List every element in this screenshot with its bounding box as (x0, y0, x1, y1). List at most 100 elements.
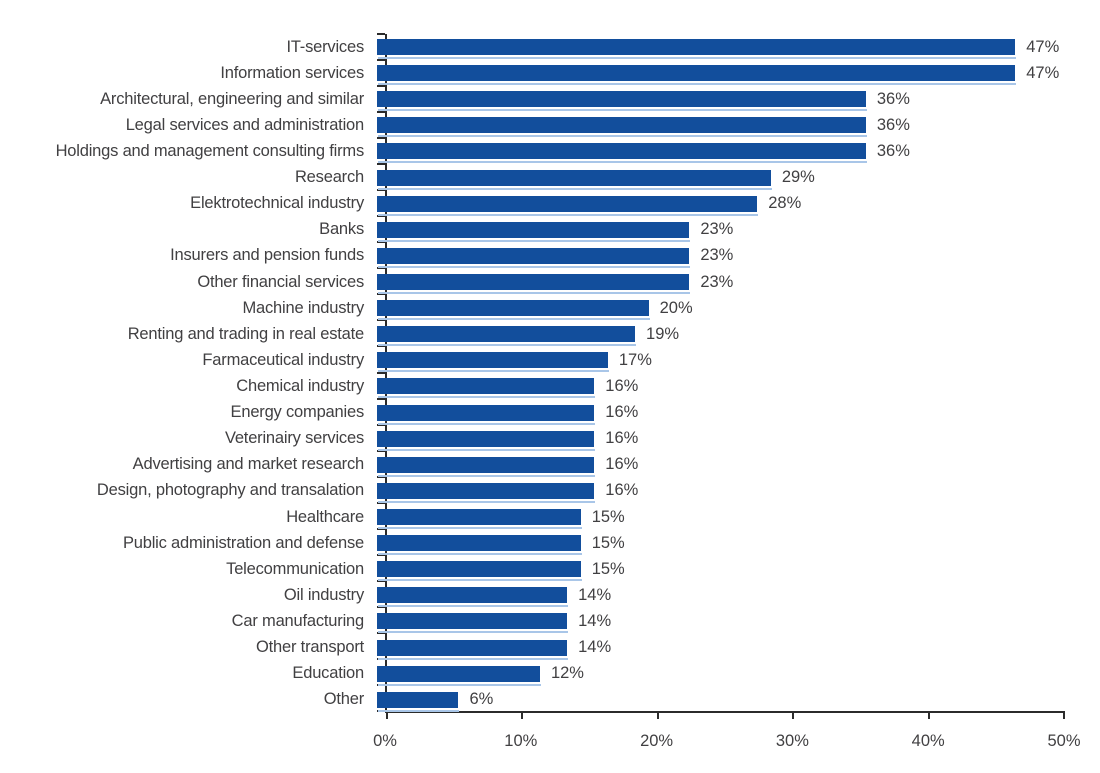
y-axis-tick (377, 241, 385, 244)
bar (377, 691, 460, 712)
bar (377, 117, 867, 138)
category-label: Education (292, 664, 364, 683)
y-axis-tick (377, 59, 385, 62)
value-label: 36% (876, 115, 910, 134)
bar-track: 47% (377, 64, 1059, 86)
x-axis-labels: 0% 10% 20% 30% 40% 50% (373, 715, 1080, 755)
category-label: Energy companies (230, 403, 365, 422)
bar-track: 47% (377, 37, 1060, 60)
bar (377, 300, 650, 321)
value-label: 47% (1026, 37, 1060, 56)
category-label: Machine industry (242, 298, 364, 317)
bar-row: IT-services 47% (0, 34, 1100, 60)
y-axis-tick (377, 215, 385, 218)
bar-track: 15% (377, 507, 1056, 530)
bar-track: 36% (377, 90, 1056, 112)
plot-axes (377, 33, 1065, 719)
value-label: 14% (578, 611, 612, 630)
bar-track: 16% (377, 455, 1056, 477)
category-label: Banks (319, 220, 364, 239)
value-label: 36% (876, 141, 910, 160)
y-axis-tick (377, 189, 385, 192)
y-axis-tick (377, 85, 385, 88)
bar (377, 404, 596, 425)
value-label: 15% (591, 559, 625, 578)
bar-track: 23% (377, 220, 1056, 242)
value-label: 12% (550, 664, 584, 683)
y-axis-tick (377, 33, 385, 35)
x-axis-tick (521, 711, 524, 719)
bar-track: 36% (377, 141, 1056, 164)
x-axis-tick-label: 30% (775, 732, 809, 750)
bar-row: Education 12% (0, 661, 1100, 687)
bar-row: Other 6% (0, 687, 1100, 713)
value-label: 16% (605, 481, 639, 500)
bar (377, 169, 772, 190)
bar (377, 378, 596, 399)
category-label: Farmaceutical industry (202, 350, 364, 369)
bar-track: 16% (377, 377, 1056, 399)
bar (377, 221, 691, 242)
bar-row: Holdings and management consulting firms… (0, 138, 1100, 164)
x-axis-tick (792, 711, 795, 719)
value-label: 15% (591, 507, 625, 526)
y-axis-tick (377, 111, 385, 114)
bar-row: Information services 47% (0, 60, 1100, 86)
bar (377, 587, 569, 608)
x-axis-tick (656, 711, 659, 719)
category-label: Veterinairy services (224, 429, 364, 448)
bar (377, 274, 691, 295)
value-label: 29% (781, 168, 815, 187)
bar-row: Banks 23% (0, 217, 1100, 243)
x-axis-tick-label: 40% (911, 732, 945, 750)
category-label: Holdings and management consulting firms (55, 141, 365, 160)
category-label: Elektrotechnical industry (190, 194, 364, 213)
bar-row: Energy companies 16% (0, 400, 1100, 426)
category-label: Advertising and market research (132, 455, 365, 474)
category-label: Legal services and administration (125, 115, 364, 134)
bar-row: Research 29% (0, 165, 1100, 191)
bar (377, 65, 1017, 86)
x-axis-tick-label: 50% (1047, 732, 1081, 750)
bar-row: Design, photography and transalation 16% (0, 478, 1100, 504)
value-label: 16% (605, 429, 639, 448)
bar-track: 14% (377, 638, 1056, 660)
x-axis-tick (1063, 711, 1065, 719)
value-label: 14% (578, 585, 612, 604)
category-label: Insurers and pension funds (170, 246, 364, 265)
bar (377, 326, 637, 347)
bar-row: Other financial services 23% (0, 269, 1100, 295)
value-label: 23% (700, 272, 734, 291)
bar-track: 17% (377, 350, 1056, 373)
bar-track: 14% (377, 611, 1056, 634)
bar-track: 15% (377, 559, 1056, 582)
y-axis-tick (377, 345, 385, 348)
value-label: 17% (618, 350, 652, 369)
value-label: 20% (659, 298, 693, 317)
value-label: 6% (469, 690, 494, 709)
y-axis-tick (377, 293, 385, 296)
bar-track: 19% (377, 325, 1056, 347)
bar-row: Chemical industry 16% (0, 373, 1100, 399)
bar-track: 16% (377, 481, 1056, 503)
bar-row: Public administration and defense 15% (0, 530, 1100, 556)
value-label: 28% (768, 194, 802, 213)
category-label: Architectural, engineering and similar (100, 89, 364, 108)
bar-track: 14% (377, 585, 1056, 608)
category-label: Other transport (256, 638, 364, 657)
x-axis-tick-label: 20% (640, 732, 674, 750)
bar (377, 561, 582, 582)
y-axis-tick (377, 137, 385, 140)
value-label: 15% (591, 533, 625, 552)
category-label: Design, photography and transalation (96, 481, 364, 500)
bar-track: 28% (377, 194, 1056, 216)
bar (377, 143, 867, 164)
bar (377, 509, 582, 530)
bar (377, 352, 609, 373)
category-label: Other (323, 690, 364, 709)
bar (377, 482, 596, 503)
bar-row: Car manufacturing 14% (0, 608, 1100, 634)
bar-track: 16% (377, 403, 1056, 425)
bar-row: Healthcare 15% (0, 504, 1100, 530)
bar-track: 15% (377, 533, 1056, 556)
